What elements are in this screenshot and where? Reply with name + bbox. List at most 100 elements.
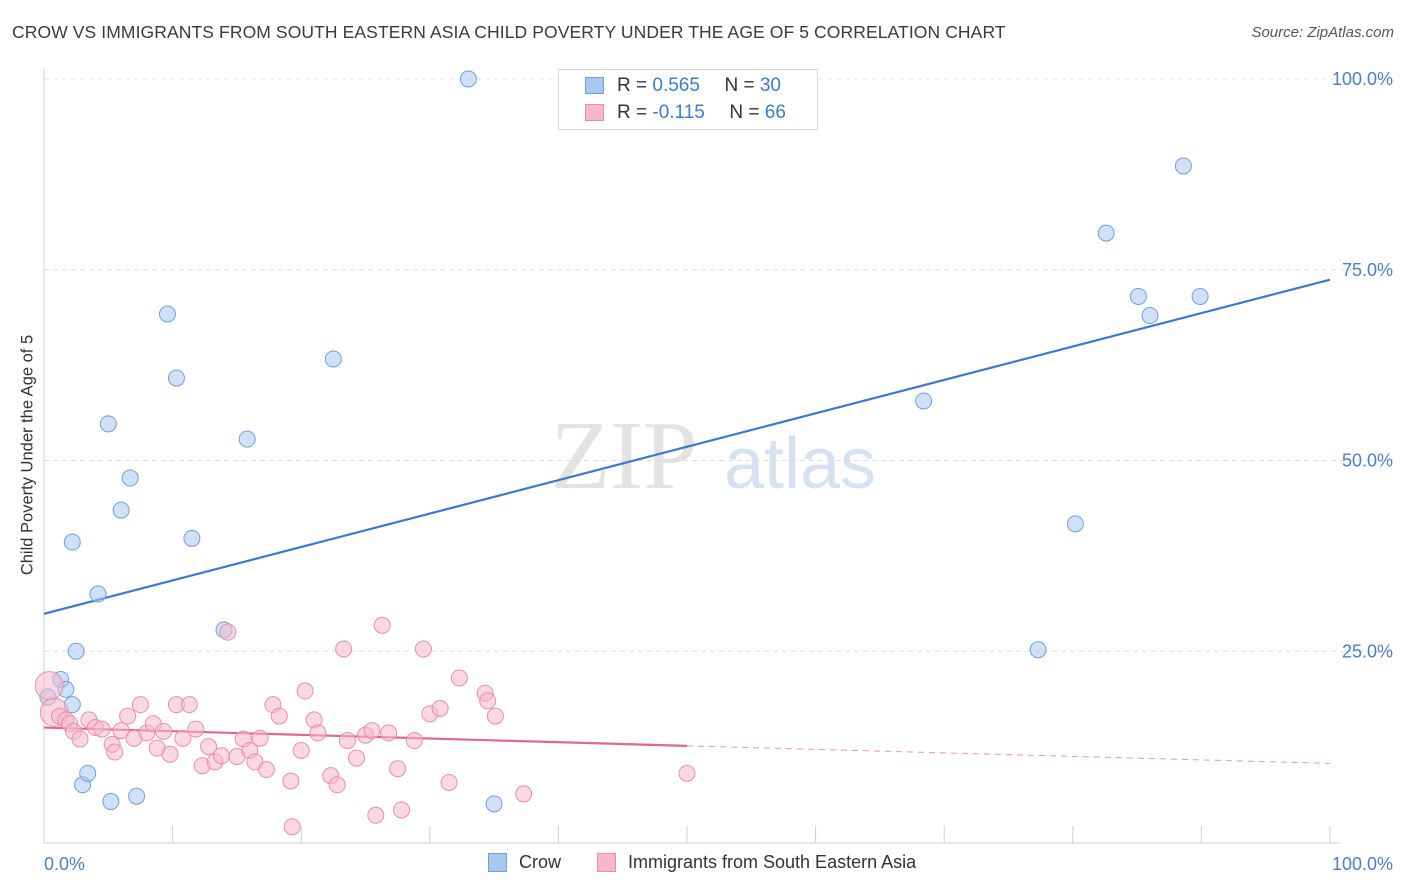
chart-title: CROW VS IMMIGRANTS FROM SOUTH EASTERN AS… — [12, 22, 1006, 42]
y-tick-label: 100.0% — [1332, 69, 1393, 89]
crow-point — [1097, 224, 1115, 242]
immigrants-point — [296, 682, 314, 700]
source-label: Source: ZipAtlas.com — [1251, 24, 1394, 41]
crow-point — [1191, 287, 1209, 305]
immigrants-point — [515, 785, 533, 803]
crow-point — [238, 430, 256, 448]
watermark: ZIP atlas — [551, 402, 877, 510]
crow-point — [89, 585, 107, 603]
legend-swatch-immigrants — [597, 853, 616, 872]
legend-label-crow: Crow — [519, 852, 562, 872]
crow-point — [1066, 515, 1084, 533]
tick-labels: 25.0% 50.0% 75.0% 100.0% 0.0% 100.0% — [44, 69, 1393, 874]
crow-point — [112, 501, 130, 519]
immigrants-point — [174, 729, 192, 747]
immigrants-point — [93, 720, 111, 738]
immigrants-point — [187, 720, 205, 738]
crow-point — [459, 70, 477, 88]
watermark-atlas: atlas — [724, 424, 876, 504]
immigrants-point — [112, 722, 130, 740]
r-value-immigrants: -0.115 — [652, 102, 705, 123]
crow-point — [1141, 307, 1159, 325]
legend-item-crow[interactable]: Crow — [488, 852, 561, 873]
crow-point — [79, 764, 97, 782]
immigrants-point — [282, 772, 300, 790]
crow-point — [158, 305, 176, 323]
immigrants-point — [431, 699, 449, 717]
trend-lines — [43, 278, 1331, 764]
data-points — [34, 70, 1209, 836]
n-label: N = — [729, 102, 765, 123]
stats-row-immigrants: R = -0.115 N = 66 — [585, 101, 786, 125]
immigrants-point — [155, 722, 173, 740]
y-tick-label: 75.0% — [1342, 260, 1393, 280]
immigrants-point — [479, 692, 497, 710]
crow-point — [485, 795, 503, 813]
legend-label-immigrants: Immigrants from South Eastern Asia — [628, 852, 917, 872]
x-tick-label: 0.0% — [44, 854, 85, 874]
immigrants-point — [414, 640, 432, 658]
immigrants-point — [363, 722, 381, 740]
x-tick-label: 100.0% — [1332, 854, 1393, 874]
crow-point — [102, 793, 120, 811]
immigrants-point — [131, 696, 149, 714]
r-value-crow: 0.565 — [652, 75, 700, 96]
immigrants-point — [309, 724, 327, 742]
r-label: R = — [617, 102, 653, 123]
immigrants-point — [405, 732, 423, 750]
crow-point — [324, 350, 342, 368]
immigrants-point — [106, 743, 124, 761]
immigrants-point — [367, 806, 385, 824]
legend-item-immigrants[interactable]: Immigrants from South Eastern Asia — [597, 852, 916, 873]
crow-point — [183, 529, 201, 547]
immigrants-point — [373, 616, 391, 634]
immigrants-point — [212, 747, 230, 765]
crow-trend-line — [43, 278, 1331, 615]
immigrants-point — [251, 729, 269, 747]
watermark-zip: ZIP — [551, 402, 698, 510]
crow-point — [915, 392, 933, 410]
immigrants-point — [180, 696, 198, 714]
immigrants-point — [380, 724, 398, 742]
stats-row-crow: R = 0.565 N = 30 — [585, 74, 781, 98]
immigrants-trend-extension — [686, 745, 1331, 764]
crow-point — [167, 369, 185, 387]
crow-point — [63, 533, 81, 551]
immigrants-point — [200, 738, 218, 756]
crow-point — [67, 642, 85, 660]
crow-point — [121, 469, 139, 487]
y-tick-label: 50.0% — [1342, 451, 1393, 471]
crow-point — [99, 415, 117, 433]
crow-point — [1129, 287, 1147, 305]
r-label: R = — [617, 75, 653, 96]
immigrants-point — [450, 669, 468, 687]
crow-swatch — [585, 77, 604, 94]
y-axis-label: Child Poverty Under the Age of 5 — [18, 334, 37, 576]
immigrants-point — [338, 732, 356, 750]
immigrants-swatch — [585, 104, 604, 121]
n-value-immigrants: 66 — [764, 102, 786, 123]
immigrants-point — [270, 707, 288, 725]
immigrants-point — [335, 640, 353, 658]
legend-swatch-crow — [488, 853, 507, 872]
n-label: N = — [724, 75, 760, 96]
immigrants-point — [678, 764, 696, 782]
immigrants-point — [71, 730, 89, 748]
immigrants-point — [292, 741, 310, 759]
crow-point — [1029, 641, 1047, 659]
immigrants-point — [347, 749, 365, 767]
immigrants-point — [257, 761, 275, 779]
immigrants-point — [161, 745, 179, 763]
crow-point — [128, 787, 146, 805]
stats-box: R = 0.565 N = 30 R = -0.115 N = 66 — [558, 69, 818, 130]
chart-legend: Crow Immigrants from South Eastern Asia — [0, 852, 1406, 876]
crow-point — [1174, 157, 1192, 175]
immigrants-point — [486, 707, 504, 725]
immigrants-point — [119, 707, 137, 725]
immigrants-point — [283, 818, 301, 836]
immigrants-point — [393, 801, 411, 819]
immigrants-point — [328, 776, 346, 794]
immigrants-point — [34, 671, 64, 701]
immigrants-point — [389, 760, 407, 778]
